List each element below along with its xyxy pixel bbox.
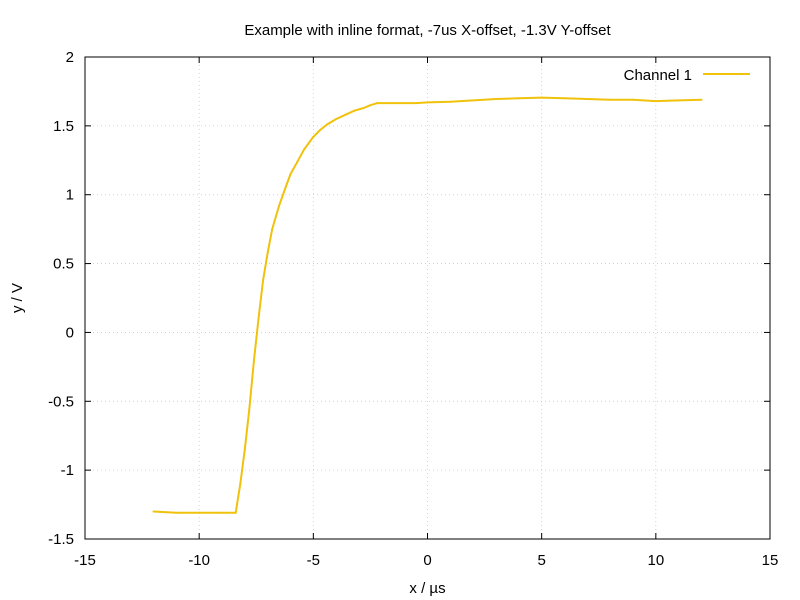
x-axis-label: x / µs: [409, 580, 445, 597]
data-point: [266, 251, 269, 254]
data-point: [152, 510, 155, 513]
y-tick-label: 0.5: [53, 256, 74, 273]
data-point: [278, 204, 281, 207]
data-point: [369, 104, 372, 107]
axis-ticks: -15 -10 -5 0 5 10 15 -1.5 -1 -0.5 0 0.5 1 1.5 2: [48, 49, 778, 569]
data-point: [234, 511, 237, 514]
data-point: [271, 228, 274, 231]
data-point: [362, 107, 365, 109]
data-point: [243, 448, 246, 451]
y-tick-label: -0.5: [48, 393, 74, 410]
data-point: [319, 129, 322, 131]
series-line-1: [153, 96, 702, 514]
data-point: [632, 98, 634, 101]
y-tick-label: 1.5: [53, 118, 74, 135]
data-point: [376, 102, 379, 105]
data-point: [495, 98, 497, 100]
y-tick-label: 1: [66, 187, 74, 204]
data-point: [426, 101, 429, 104]
data-point: [415, 102, 418, 105]
x-tick-label: -5: [307, 552, 320, 569]
y-axis-label: y / V: [9, 283, 26, 313]
data-point: [335, 118, 338, 120]
data-point: [303, 148, 306, 151]
data-point: [284, 185, 287, 188]
data-point: [248, 407, 251, 410]
data-point: [253, 359, 255, 361]
data-point: [312, 135, 315, 138]
data-point: [175, 511, 178, 514]
y-tick-label: 0: [66, 324, 74, 341]
series-layer: [152, 96, 703, 514]
data-point: [353, 109, 356, 112]
x-tick-label: -15: [74, 552, 96, 569]
data-point: [609, 98, 612, 101]
x-tick-label: 5: [537, 552, 545, 569]
legend: Channel 1: [624, 67, 750, 84]
x-tick-label: -10: [188, 552, 210, 569]
data-point: [262, 279, 265, 282]
data-point: [289, 173, 292, 176]
x-tick-label: 10: [647, 552, 664, 569]
data-point: [540, 96, 543, 99]
x-tick-label: 0: [423, 552, 431, 569]
chart-title: Example with inline format, -7us X-offse…: [244, 22, 611, 39]
data-point: [326, 123, 328, 126]
legend-label-channel-1: Channel 1: [624, 67, 692, 84]
data-point: [392, 102, 395, 105]
data-point: [449, 100, 452, 103]
data-point: [677, 99, 680, 102]
y-tick-label: 2: [66, 49, 74, 66]
data-point: [563, 97, 566, 100]
data-point: [654, 100, 657, 103]
data-point: [586, 98, 589, 100]
data-point: [257, 317, 260, 320]
data-point: [296, 160, 299, 163]
data-point: [472, 99, 475, 102]
data-point: [221, 511, 223, 514]
x-tick-label: 15: [762, 552, 779, 569]
data-point: [198, 511, 201, 514]
y-tick-label: -1: [61, 462, 74, 479]
data-point: [517, 97, 520, 100]
y-tick-label: -1.5: [48, 531, 74, 548]
data-point: [344, 113, 347, 116]
data-point: [239, 482, 242, 485]
data-point: [700, 98, 703, 101]
